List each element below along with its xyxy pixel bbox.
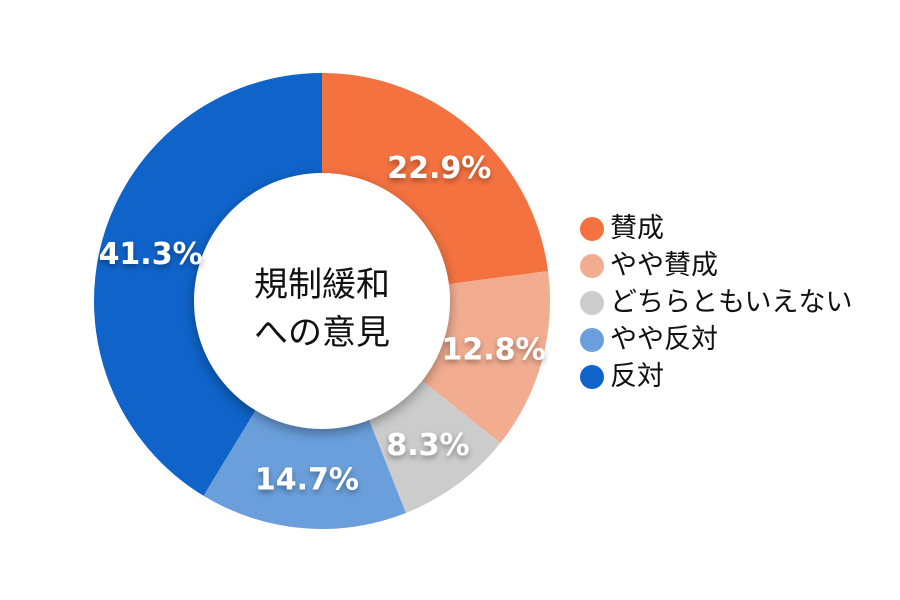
legend-item-neutral: どちらともいえない [580, 284, 852, 321]
legend-swatch-icon [580, 216, 604, 241]
legend-swatch-icon [580, 253, 604, 278]
legend-label: 反対 [610, 361, 664, 392]
center-title-line-2: への意見 [254, 313, 390, 353]
segment-value-label: 14.7% [255, 462, 359, 497]
segment-value-label: 41.3% [99, 237, 203, 272]
legend-label: 賛成 [610, 213, 664, 244]
segment-value-label: 22.9% [387, 151, 491, 186]
legend-label: どちらともいえない [610, 287, 853, 318]
legend-swatch-icon [580, 364, 604, 389]
legend-label: やや賛成 [610, 250, 718, 281]
legend-item-yaya-hantai: やや反対 [580, 321, 852, 358]
legend-item-sansei: 賛成 [580, 210, 852, 247]
legend-swatch-icon [580, 290, 604, 315]
legend-label: やや反対 [610, 324, 718, 355]
legend: 賛成 やや賛成 どちらともいえない やや反対 反対 [580, 210, 852, 395]
segment-value-label: 8.3% [386, 428, 469, 463]
segment-value-label: 12.8% [442, 333, 546, 368]
legend-item-yaya-sansei: やや賛成 [580, 247, 852, 284]
donut-hole [194, 173, 450, 429]
segment-labels: 22.9% 12.8% 8.3% 14.7% 41.3% [99, 151, 546, 497]
legend-item-hantai: 反対 [580, 358, 852, 395]
legend-swatch-icon [580, 327, 604, 352]
center-title-line-1: 規制緩和 [254, 265, 390, 305]
